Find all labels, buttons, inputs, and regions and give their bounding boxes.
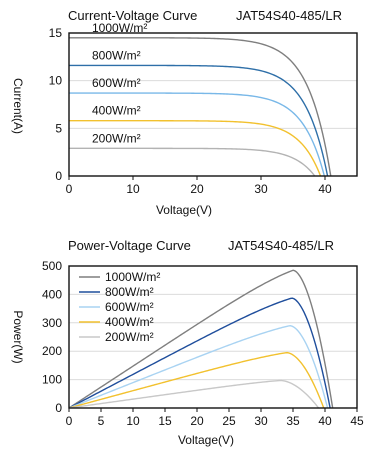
c2-series-curve xyxy=(68,379,320,409)
iv-chart-model: JAT54S40-485/LR xyxy=(236,8,342,23)
iv-chart-title: Current-Voltage Curve xyxy=(68,8,197,23)
c1-y-tick-label: 0 xyxy=(55,169,62,183)
c1-x-tick-label: 10 xyxy=(126,182,140,196)
c2-x-tick-label: 10 xyxy=(126,414,140,428)
c2-series-curve xyxy=(68,324,329,409)
c1-series-curve xyxy=(69,92,326,177)
pv-curves xyxy=(68,269,334,409)
pv-legend-label: 400W/m² xyxy=(105,315,154,329)
iv-series-label: 800W/m² xyxy=(92,48,141,62)
c2-x-tick-label: 0 xyxy=(66,414,73,428)
c2-x-tick-label: 20 xyxy=(190,414,204,428)
iv-series-label: 600W/m² xyxy=(92,76,141,90)
pv-chart-title: Power-Voltage Curve xyxy=(68,238,191,253)
c1-series-curve xyxy=(69,37,332,177)
c2-y-tick-label: 400 xyxy=(42,287,62,301)
pv-chart: Power-Voltage Curve JAT54S40-485/LR Volt… xyxy=(11,238,364,447)
pv-ticks: 0 100 200 300 400 500 0 5 10 15 20 25 30 35 40 45 xyxy=(42,259,364,428)
c1-y-tick-label: 10 xyxy=(49,74,63,88)
c2-y-tick-label: 500 xyxy=(42,259,62,273)
c1-series-curve xyxy=(69,120,322,177)
c2-y-tick-label: 0 xyxy=(55,401,62,415)
c2-series-curve xyxy=(68,297,331,409)
c1-series-curve xyxy=(69,147,316,177)
c2-series-curve xyxy=(68,351,325,409)
c2-x-tick-label: 35 xyxy=(286,414,300,428)
pv-x-axis-label: Voltage(V) xyxy=(178,433,234,447)
pv-plot-frame xyxy=(68,265,358,409)
pv-legend-label: 1000W/m² xyxy=(105,270,160,284)
c1-x-tick-label: 0 xyxy=(66,182,73,196)
c2-x-tick-label: 15 xyxy=(158,414,172,428)
iv-ticks: 0 5 10 15 0 10 20 30 40 xyxy=(49,26,332,196)
c1-x-tick-label: 30 xyxy=(254,182,268,196)
c2-x-tick-label: 25 xyxy=(222,414,236,428)
c1-x-tick-label: 20 xyxy=(190,182,204,196)
c2-series-curve xyxy=(68,269,334,409)
c2-y-tick-label: 100 xyxy=(42,373,62,387)
c1-y-tick-label: 5 xyxy=(55,121,62,135)
c1-series-curve xyxy=(69,64,329,177)
iv-series-label: 1000W/m² xyxy=(92,21,147,35)
pv-chart-model: JAT54S40-485/LR xyxy=(228,238,334,253)
c2-y-tick-label: 200 xyxy=(42,344,62,358)
c2-x-tick-label: 30 xyxy=(254,414,268,428)
c1-x-tick-label: 40 xyxy=(318,182,332,196)
iv-series-labels: 1000W/m² 800W/m² 600W/m² 400W/m² 200W/m² xyxy=(92,21,147,146)
c2-x-tick-label: 45 xyxy=(350,414,364,428)
pv-legend-label: 800W/m² xyxy=(105,285,154,299)
c1-y-tick-label: 15 xyxy=(49,26,63,40)
pv-legend-label: 200W/m² xyxy=(105,330,154,344)
iv-plot-frame xyxy=(68,32,358,177)
iv-x-axis-label: Voltage(V) xyxy=(156,203,212,217)
c2-x-tick-label: 5 xyxy=(98,414,105,428)
iv-y-axis-label: Current(A) xyxy=(11,78,25,134)
c2-x-tick-label: 40 xyxy=(318,414,332,428)
c2-y-tick-label: 300 xyxy=(42,316,62,330)
iv-gridlines xyxy=(69,80,357,129)
pv-legend-label: 600W/m² xyxy=(105,300,154,314)
pv-y-axis-label: Power(W) xyxy=(11,310,25,363)
iv-chart: Current-Voltage Curve JAT54S40-485/LR Vo… xyxy=(11,8,358,217)
iv-curves xyxy=(69,37,332,177)
iv-series-label: 200W/m² xyxy=(92,131,141,145)
iv-series-label: 400W/m² xyxy=(92,104,141,118)
